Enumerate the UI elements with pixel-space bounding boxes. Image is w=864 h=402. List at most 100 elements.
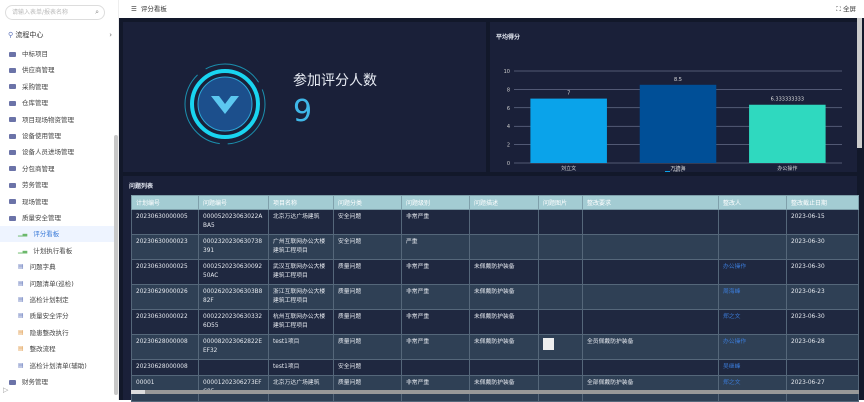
table-cell: 20230630000025 [131, 259, 199, 285]
document-icon: ▤ [18, 361, 24, 369]
table-cell: 质量问题 [333, 284, 402, 310]
table-cell[interactable]: 办公操作 [718, 334, 787, 360]
sidebar-item[interactable]: 现场管理 [0, 194, 114, 210]
table-row[interactable]: 20230630000005 000052023063022ABA5 北京万达广场建… [131, 209, 859, 235]
column-header[interactable]: 问题图片 [538, 195, 583, 210]
table-cell: 0002320230630738391 [198, 234, 269, 260]
table-cell: 非常严重 [401, 209, 470, 235]
sidebar-item[interactable]: ▁▃ 评分看板 [0, 226, 114, 243]
sidebar-item-label: 计划执行看板 [33, 246, 73, 255]
sidebar-item[interactable]: ▤ 巡检计划清单(辅助) [0, 358, 114, 374]
table-row[interactable]: 20230629000026 00026202306303B882F 浙江互联网办公… [131, 284, 859, 310]
sidebar-item[interactable]: ▤ 整改流程 [0, 341, 114, 357]
column-header[interactable]: 项目名称 [268, 195, 334, 210]
table-cell: 20230628000008 [131, 334, 199, 360]
table-cell [538, 309, 583, 335]
bar [639, 84, 717, 163]
table-cell: 00022202306303326D55 [198, 309, 269, 335]
sidebar-item[interactable]: ▤ 巡检计划制定 [0, 292, 114, 308]
collapse-icon[interactable]: ▷ [3, 386, 9, 394]
table-row[interactable]: 20230630000023 0002320230630738391 广州互联网办公… [131, 234, 859, 260]
table-cell: 00001 [131, 375, 199, 402]
table-cell [786, 359, 859, 376]
table-cell: 未佩戴防护装备 [469, 309, 539, 335]
sidebar-item[interactable]: 劳务管理 [0, 177, 114, 193]
sidebar-item-label: 分包商管理 [22, 164, 55, 173]
table-cell: 安全问题 [333, 209, 402, 235]
table-cell: 北京万达广场建筑 [268, 209, 334, 235]
sidebar-item-label: 供应商管理 [22, 66, 55, 75]
sidebar-item[interactable]: 设备人员进场管理 [0, 144, 114, 160]
sidebar-item[interactable]: 财务管理 [0, 374, 114, 390]
column-header[interactable]: 问题级别 [401, 195, 470, 210]
sidebar-item[interactable]: ▤ 问题字典 [0, 259, 114, 275]
sidebar-item[interactable]: 仓库管理 [0, 95, 114, 111]
column-header[interactable]: 计划编号 [131, 195, 199, 210]
table-cell: 2023-06-28 [786, 334, 859, 360]
table-cell[interactable]: 吴继峰 [718, 359, 787, 376]
bar [749, 104, 826, 163]
table-row[interactable]: 20230628000008 000082023062822EEF32 test1项… [131, 334, 859, 360]
folder-icon [9, 100, 16, 106]
table-row[interactable]: 20230630000025 000252023063009250AC 武汉互联网办… [131, 259, 859, 285]
table-title: 问题列表 [129, 183, 154, 190]
table-cell: 20230630000023 [131, 234, 199, 260]
folder-icon [9, 379, 16, 385]
sidebar-item-label: 采购管理 [22, 82, 48, 91]
table-cell: 非常严重 [401, 259, 470, 285]
column-header[interactable]: 整改截止日期 [786, 195, 859, 210]
x-tick-label: 办公操作 [777, 165, 797, 172]
table-cell[interactable]: 周海峰 [718, 284, 787, 310]
table-cell[interactable] [718, 209, 787, 235]
stat-value: 9 [293, 94, 313, 129]
table-cell[interactable]: 办公操作 [718, 259, 787, 285]
sidebar-item[interactable]: ▤ 质量安全评分 [0, 308, 114, 324]
folder-icon [9, 133, 16, 139]
flow-center[interactable]: ⚲ 流程中心 › [8, 28, 112, 42]
table-cell: 000252023063009250AC [198, 259, 269, 285]
table-row[interactable]: 20230630000022 00022202306303326D55 杭州互联网办… [131, 309, 859, 335]
horizontal-scrollbar[interactable] [131, 390, 859, 394]
column-header[interactable]: 整改要求 [582, 195, 719, 210]
sidebar-item[interactable]: 项目现场物资管理 [0, 112, 114, 128]
column-header[interactable]: 问题分类 [333, 195, 402, 210]
sidebar-item-label: 质量安全评分 [29, 312, 69, 321]
table-cell [582, 259, 719, 285]
menu-icon[interactable]: ☰ [131, 5, 137, 13]
sidebar-item[interactable]: ▁▃ 计划执行看板 [0, 243, 114, 259]
sidebar-item[interactable]: 供应商管理 [0, 62, 114, 78]
column-header[interactable]: 问题编号 [198, 195, 269, 210]
table-cell[interactable] [718, 234, 787, 260]
search-icon[interactable]: ⌕ [95, 8, 99, 16]
flow-center-label: 流程中心 [15, 31, 44, 39]
org-icon: ⚲ [8, 31, 16, 39]
data-label: 7 [567, 91, 570, 97]
main-scrollbar[interactable] [857, 18, 862, 148]
sidebar-item[interactable]: 中标项目 [0, 46, 114, 62]
sidebar-item[interactable]: ▤ 隐患整改执行 [0, 325, 114, 341]
table-row[interactable]: 0000100001202306273EFC85北京万达广场建筑质量问题非常严重… [131, 375, 859, 402]
fullscreen-button[interactable]: ⛶ 全屏 [836, 0, 856, 18]
participants-card: 参加评分人数 9 [123, 22, 486, 172]
issue-image[interactable] [543, 338, 554, 350]
table-cell: 000052023063022ABA5 [198, 209, 269, 235]
sidebar-item[interactable]: 分包商管理 [0, 161, 114, 177]
sidebar-item[interactable]: ▤ 问题清单(巡检) [0, 276, 114, 292]
y-tick-label: 4 [507, 124, 510, 130]
dashboard: 参加评分人数 9 平均得分 0 2 4 6 8 10 7 刘立文 8.5 万德海 6.3333333… [119, 18, 864, 402]
table-cell[interactable]: 郑之文 [718, 375, 787, 402]
table-cell [538, 359, 583, 376]
sidebar-item-label: 现场管理 [22, 197, 48, 206]
table-cell: 非常严重 [401, 309, 470, 335]
sidebar-scrollbar[interactable] [114, 135, 118, 395]
sidebar-item[interactable]: 质量安全管理 [0, 210, 114, 226]
sidebar-item[interactable]: 设备使用管理 [0, 128, 114, 144]
column-header[interactable]: 问题描述 [469, 195, 539, 210]
fullscreen-label: 全屏 [843, 5, 856, 13]
table-row[interactable]: 20230628000008 test1项目 安全问题 吴继峰 [131, 359, 859, 376]
legend-swatch [665, 171, 670, 172]
search-input[interactable]: 请输入表单/报表名称 ⌕ [5, 5, 105, 20]
column-header[interactable]: 整改人 [718, 195, 787, 210]
table-cell[interactable]: 郑之文 [718, 309, 787, 335]
sidebar-item[interactable]: 采购管理 [0, 79, 114, 95]
